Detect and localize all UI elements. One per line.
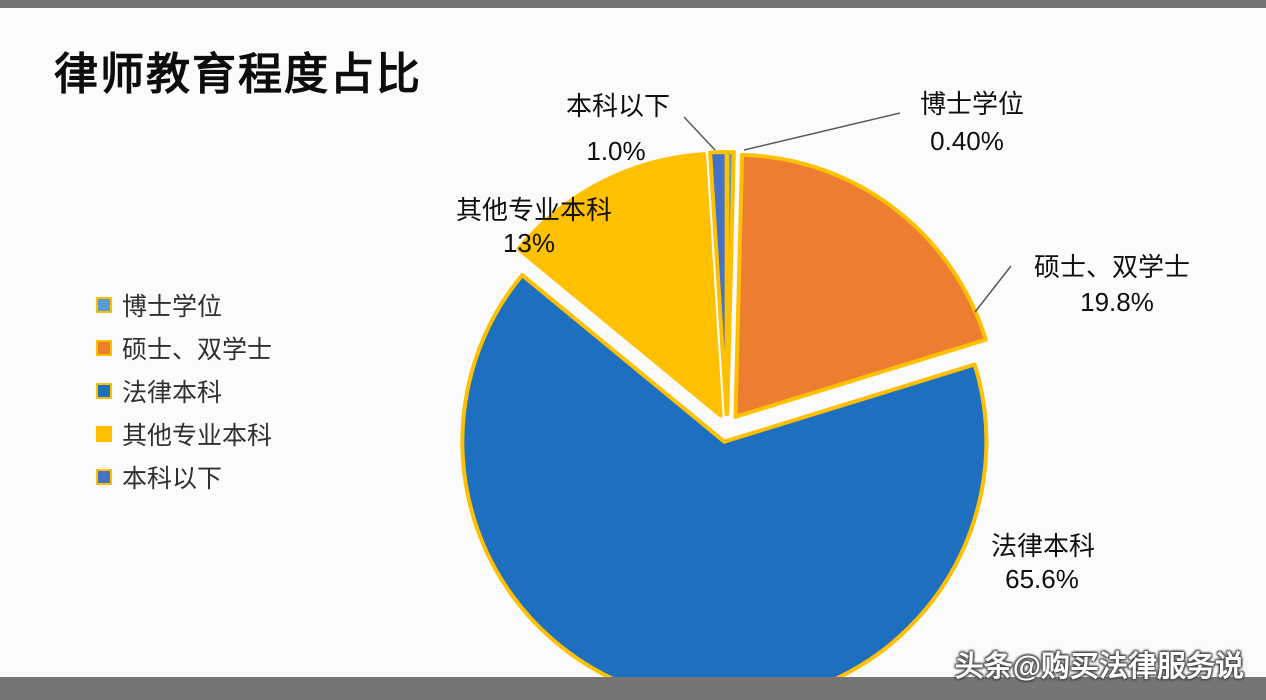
legend-swatch-icon	[96, 425, 112, 442]
leader-line-2	[974, 265, 1012, 313]
pie-label-category-1: 博士学位	[919, 89, 1025, 119]
top-border-bar	[0, 0, 1266, 8]
pie-label-value-1: 0.40%	[930, 126, 1004, 156]
chart-title: 律师教育程度占比	[54, 50, 422, 99]
legend-swatch-icon	[96, 468, 112, 485]
leader-line-5	[683, 116, 716, 151]
pie-slice-1	[725, 150, 736, 416]
legend-label: 本科以下	[122, 464, 223, 493]
legend-label: 博士学位	[122, 292, 223, 321]
watermark: 头条@购买法律服务说	[954, 651, 1244, 683]
legend-label: 其他专业本科	[122, 421, 273, 450]
legend-label: 法律本科	[122, 378, 223, 407]
pie-label-category-4: 其他专业本科	[455, 195, 613, 225]
legend-swatch-icon	[96, 382, 112, 399]
legend-swatch-icon	[96, 339, 112, 356]
legend-item-5: 本科以下	[96, 455, 272, 498]
pie-label-value-3: 65.6%	[1005, 564, 1079, 594]
pie-label-category-2: 硕士、双学士	[1033, 252, 1191, 282]
pie-slice-3	[460, 273, 989, 700]
pie-label-category-5: 本科以下	[565, 91, 671, 121]
legend-swatch-icon	[96, 296, 112, 313]
legend-item-4: 其他专业本科	[96, 412, 272, 455]
legend-label: 硕士、双学士	[122, 335, 273, 364]
pie-label-value-5: 1.0%	[586, 136, 646, 166]
pie-label-value-2: 19.8%	[1080, 287, 1154, 317]
chart-legend: 博士学位硕士、双学士 法律本科其他专业本科 本科以下	[96, 283, 272, 498]
pie-label-category-3: 法律本科	[990, 531, 1096, 561]
legend-item-2: 硕士、双学士	[96, 326, 272, 369]
legend-item-1: 博士学位	[96, 283, 272, 326]
leader-line-1	[743, 112, 901, 151]
pie-slice-2	[733, 152, 988, 419]
pie-label-value-4: 13%	[502, 228, 556, 258]
pie-slice-5	[708, 149, 729, 416]
legend-item-3: 法律本科	[96, 369, 272, 412]
